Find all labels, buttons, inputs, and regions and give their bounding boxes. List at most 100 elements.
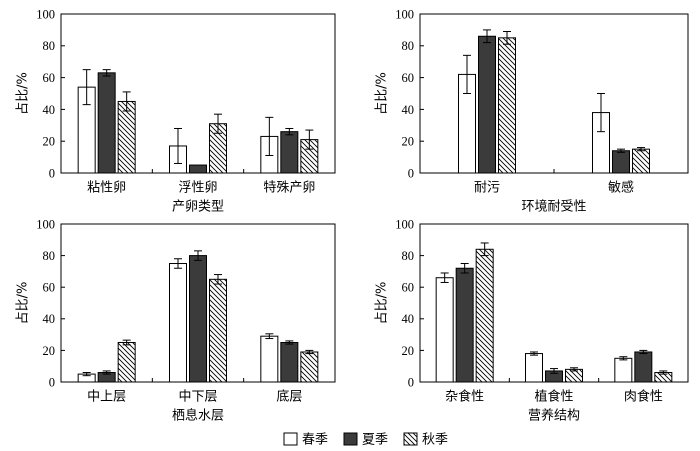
- category-label: 耐污: [474, 181, 500, 196]
- legend-item: 春季: [283, 432, 328, 448]
- error-bar: [619, 356, 628, 361]
- error-bars: [82, 69, 314, 164]
- category-label: 浮性卵: [178, 181, 217, 196]
- y-tick-label: 20: [402, 344, 415, 358]
- error-bar: [265, 333, 274, 340]
- legend-label: 春季: [302, 433, 328, 448]
- bar: [498, 37, 516, 174]
- error-bars: [463, 29, 645, 153]
- error-bar: [82, 372, 91, 377]
- bar: [478, 35, 496, 174]
- bars: [435, 248, 673, 383]
- category-label: 肉食性: [624, 389, 663, 405]
- y-tick-label: 40: [43, 312, 56, 326]
- chart-panel: 杂食性 植食性 肉食性 0 20 40 60 80 100 营养结构 占比/%: [375, 217, 689, 424]
- y-tick-label: 20: [43, 135, 56, 149]
- error-bar: [122, 91, 131, 112]
- category-label: 中上层: [87, 390, 126, 405]
- y-tick-label: 20: [43, 344, 56, 358]
- y-tick-label: 80: [402, 39, 415, 53]
- legend-label: 夏季: [362, 433, 388, 448]
- error-bar: [174, 127, 182, 164]
- y-axis-title: 占比/%: [375, 282, 390, 325]
- error-bar: [102, 370, 111, 375]
- error-bar: [659, 370, 668, 375]
- y-tick-label: 60: [43, 281, 56, 295]
- y-tick-label: 80: [43, 39, 56, 53]
- error-bar: [265, 116, 274, 157]
- y-tick-label: 20: [402, 135, 415, 149]
- bar: [280, 342, 299, 383]
- y-tick-label: 80: [402, 249, 415, 263]
- y-axis-title: 占比/%: [16, 72, 31, 115]
- error-bar: [460, 263, 469, 274]
- error-bar: [305, 129, 314, 150]
- error-bars: [440, 242, 668, 375]
- legend-swatch: [343, 432, 358, 446]
- legend: 春季 夏季 秋季: [283, 432, 448, 448]
- y-tick-label: 100: [395, 217, 414, 231]
- error-bar: [570, 367, 578, 372]
- error-bar: [174, 258, 182, 269]
- bar: [97, 72, 116, 174]
- bar: [632, 148, 650, 174]
- category-label: 中下层: [178, 390, 217, 405]
- bar: [612, 150, 630, 174]
- error-bar: [305, 349, 314, 355]
- bar: [260, 335, 279, 383]
- error-bar: [463, 54, 471, 94]
- bar: [280, 131, 299, 174]
- y-tick-label: 100: [36, 217, 55, 231]
- error-bar: [194, 250, 202, 261]
- error-bar: [285, 127, 294, 136]
- error-bar: [122, 339, 131, 346]
- category-label: 敏感: [608, 180, 634, 196]
- category-label: 特殊产卵: [263, 181, 315, 196]
- y-axis-title: 占比/%: [16, 282, 31, 325]
- x-axis-title: 栖息水层: [172, 408, 224, 424]
- bar: [117, 100, 136, 174]
- error-bar: [639, 349, 648, 355]
- x-axis-title: 营养结构: [528, 408, 580, 424]
- error-bar: [597, 93, 605, 133]
- y-tick-label: 60: [402, 281, 415, 295]
- legend-swatch: [283, 432, 298, 446]
- x-axis-title: 产卵类型: [172, 200, 224, 215]
- legend-label: 秋季: [422, 433, 448, 448]
- y-axis-title: 占比/%: [375, 72, 390, 115]
- y-tick-label: 40: [43, 103, 56, 117]
- bars: [77, 72, 319, 174]
- y-tick-label: 0: [49, 166, 55, 180]
- error-bars: [82, 250, 314, 377]
- error-bar: [503, 30, 511, 45]
- bar: [189, 164, 207, 174]
- y-tick-label: 100: [36, 7, 55, 21]
- bar: [475, 248, 494, 383]
- error-bar: [214, 113, 222, 134]
- error-bar: [550, 368, 558, 374]
- x-axis-title: 环境耐受性: [521, 200, 586, 215]
- y-tick-label: 0: [408, 375, 414, 389]
- error-bar: [285, 340, 294, 345]
- bar: [614, 357, 633, 383]
- error-bar: [483, 29, 491, 44]
- error-bar: [214, 274, 222, 285]
- bar: [525, 353, 543, 383]
- error-bar: [530, 351, 538, 356]
- y-tick-label: 40: [402, 103, 415, 117]
- y-tick-label: 80: [43, 249, 56, 263]
- y-tick-label: 60: [402, 71, 415, 85]
- y-tick-label: 100: [395, 7, 414, 21]
- y-tick-label: 0: [49, 375, 55, 389]
- error-bar: [617, 148, 625, 153]
- bar: [209, 278, 227, 383]
- bars: [77, 255, 319, 383]
- plot-frame: [60, 223, 336, 383]
- error-bar: [440, 272, 449, 283]
- bar: [300, 351, 319, 383]
- category-label: 植食性: [534, 389, 573, 405]
- y-tick-label: 0: [408, 166, 414, 180]
- error-bar: [480, 242, 489, 257]
- bar: [435, 277, 454, 383]
